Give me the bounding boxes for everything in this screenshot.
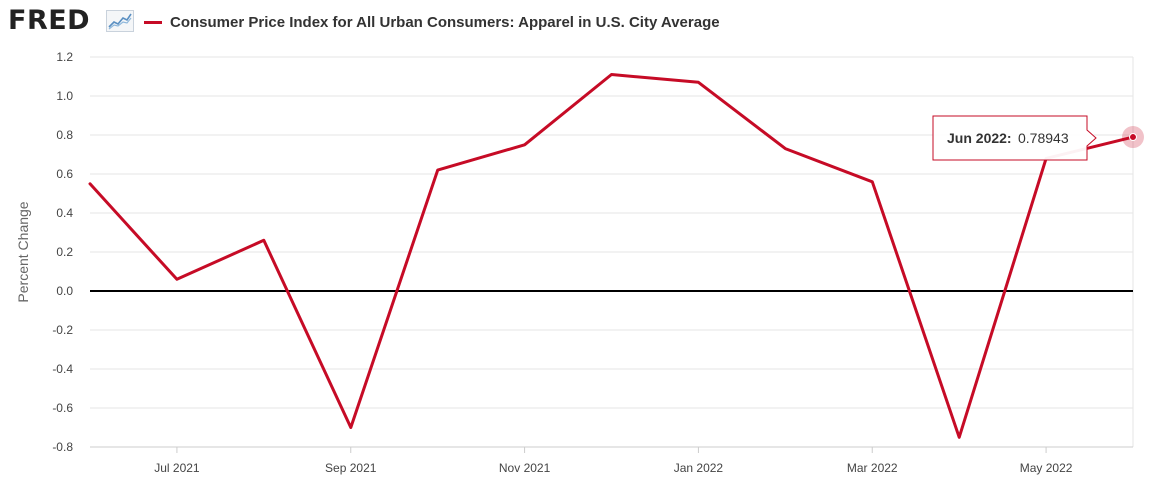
- tooltip-value: 0.78943: [1018, 130, 1069, 146]
- y-tick-label: 0.0: [56, 284, 73, 298]
- y-tick-label: 1.0: [56, 89, 73, 103]
- y-tick-label: 0.2: [56, 245, 73, 259]
- y-tick-label: -0.6: [52, 401, 73, 415]
- y-axis-ticks: 1.2 1.0 0.8 0.6 0.4 0.2 0.0 -0.2 -0.4 -0.6 -0.8: [52, 50, 73, 454]
- y-tick-label: -0.4: [52, 362, 73, 376]
- chart-header: FRED Consumer Price Index for All Urban …: [0, 0, 1149, 44]
- x-tick-label: Sep 2021: [325, 461, 377, 475]
- legend-swatch: [144, 20, 162, 24]
- series-layer: [88, 73, 1135, 439]
- x-tick-label: Jul 2021: [154, 461, 200, 475]
- y-axis-title: Percent Change: [15, 201, 31, 302]
- tooltip-label: Jun 2022:: [947, 130, 1012, 146]
- x-tick-label: Jan 2022: [674, 461, 724, 475]
- y-tick-label: 0.4: [56, 206, 73, 220]
- series-line: [88, 73, 1135, 439]
- legend[interactable]: Consumer Price Index for All Urban Consu…: [144, 11, 720, 33]
- fred-logo[interactable]: FRED: [8, 5, 91, 36]
- fred-graph-icon: [106, 10, 134, 32]
- x-axis-ticks: Jul 2021 Sep 2021 Nov 2021 Jan 2022 Mar 2022…: [154, 447, 1073, 475]
- y-tick-label: -0.8: [52, 440, 73, 454]
- y-tick-label: 0.6: [56, 167, 73, 181]
- chart-title: Consumer Price Index for All Urban Consu…: [170, 13, 720, 31]
- y-tick-label: 0.8: [56, 128, 73, 142]
- tooltip: Jun 2022: 0.78943: [932, 115, 1144, 161]
- tooltip-box: [932, 115, 1097, 161]
- y-tick-label: -0.2: [52, 323, 73, 337]
- x-tick-label: Nov 2021: [499, 461, 551, 475]
- highlight-point: [1129, 133, 1137, 142]
- x-tick-label: May 2022: [1020, 461, 1073, 475]
- y-tick-label: 1.2: [56, 50, 73, 64]
- x-tick-label: Mar 2022: [847, 461, 898, 475]
